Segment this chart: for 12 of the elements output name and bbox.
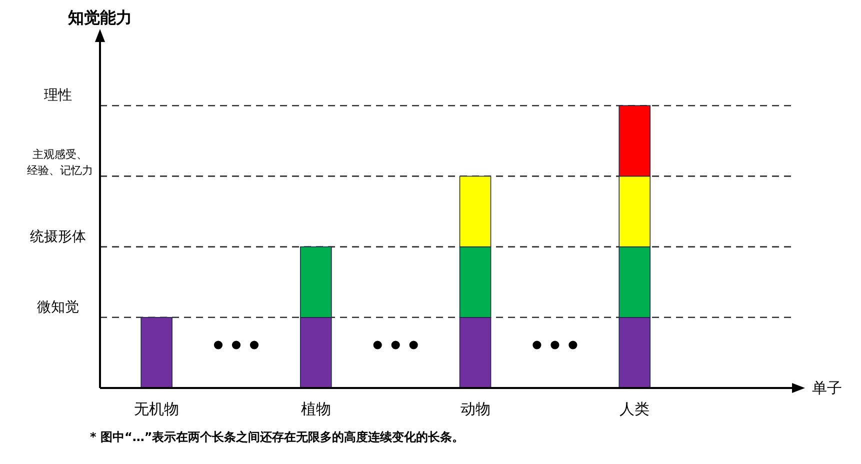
x-tick-label: 动物: [460, 400, 490, 418]
ref-line-label: 理性: [44, 88, 72, 104]
x-tick-label: 人类: [620, 400, 650, 418]
y-axis-title: 知觉能力: [67, 8, 132, 27]
ref-line-label: 统摄形体: [30, 228, 86, 245]
x-tick-label: 植物: [300, 400, 331, 418]
ref-line-label: 微知觉: [37, 299, 79, 316]
bar: [140, 317, 172, 388]
x-axis-title: 单子: [812, 379, 842, 397]
ref-line-label: 主观感受、经验、记忆力: [27, 148, 93, 178]
x-tick-label: 无机物: [134, 400, 180, 418]
text: * 图中“…”表示在两个长条之间还存在无限多的高度连续变化的长条。: [90, 430, 464, 444]
